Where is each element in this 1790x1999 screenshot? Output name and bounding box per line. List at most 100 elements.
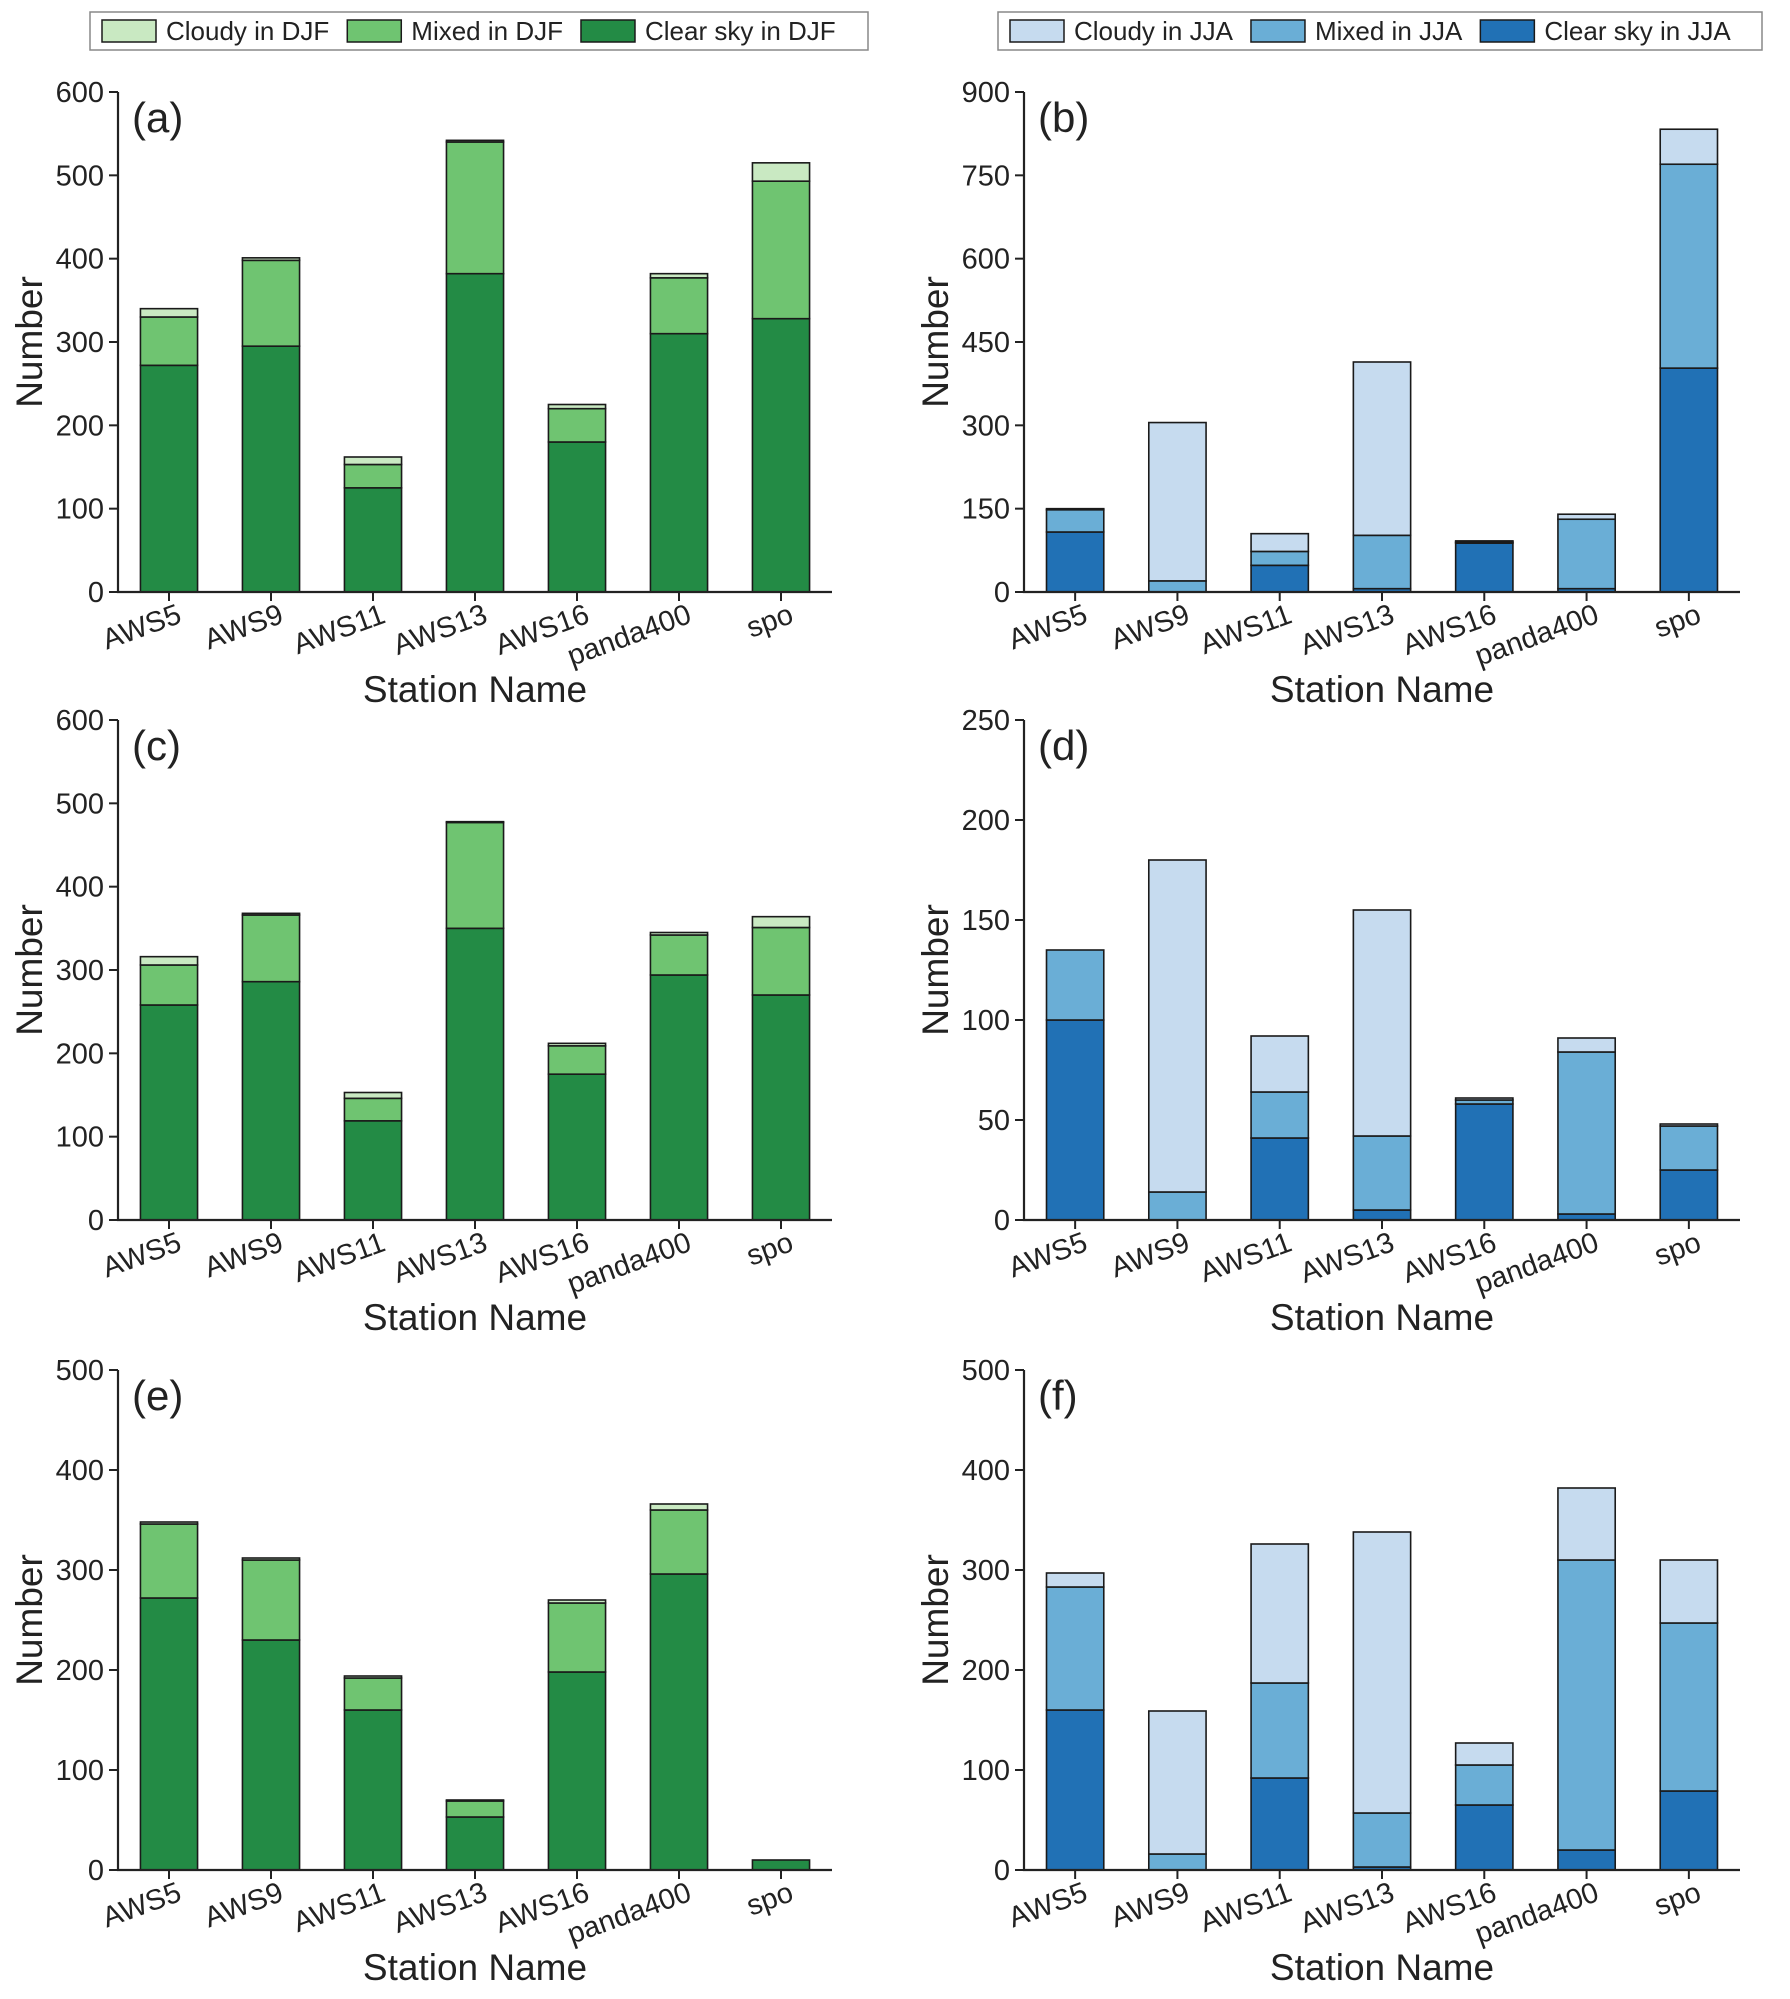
- x-tick-label: AWS5: [1004, 1877, 1091, 1935]
- y-tick-label: 0: [994, 1205, 1010, 1237]
- bar-segment: [1557, 513, 1617, 521]
- y-tick-label: 300: [56, 327, 104, 359]
- bar-segment: [139, 955, 199, 966]
- y-tick-label: 0: [994, 577, 1010, 609]
- bar-segment: [1147, 1191, 1207, 1221]
- bar-segment: [1352, 534, 1412, 590]
- y-tick-label: 500: [56, 788, 104, 820]
- bar-segment: [1352, 361, 1412, 537]
- bar-segment: [649, 974, 709, 1221]
- y-axis-title: Number: [915, 1554, 956, 1686]
- bar-segment: [241, 914, 301, 983]
- y-tick-label: 750: [962, 160, 1010, 192]
- bar-segment: [1659, 163, 1719, 369]
- bar-segment: [1659, 367, 1719, 593]
- bar-segment: [1147, 421, 1207, 582]
- bar-segment: [1352, 1209, 1412, 1221]
- x-axis-title: Station Name: [363, 1947, 587, 1988]
- y-axis-title: Number: [915, 904, 956, 1036]
- y-tick-label: 200: [962, 805, 1010, 837]
- bar-segment: [343, 1677, 403, 1711]
- x-tick-label: AWS9: [1107, 1877, 1194, 1935]
- bar-segment: [1557, 1037, 1617, 1053]
- legend-label: Mixed in JJA: [1315, 16, 1463, 46]
- bar-segment: [649, 332, 709, 593]
- bar-segment: [1250, 550, 1310, 567]
- bar-segment: [1250, 532, 1310, 553]
- bar-segment: [1352, 1531, 1412, 1814]
- bar-segment: [547, 441, 607, 593]
- x-tick-label: spo: [743, 1877, 798, 1923]
- bar-segment: [1557, 1487, 1617, 1561]
- y-tick-label: 200: [56, 410, 104, 442]
- bar-segment: [343, 487, 403, 593]
- bar-segment: [241, 345, 301, 593]
- y-tick-label: 200: [56, 1038, 104, 1070]
- bar-segment: [1250, 1035, 1310, 1093]
- bar-segment: [1454, 1764, 1514, 1806]
- y-tick-label: 600: [962, 244, 1010, 276]
- bar-segment: [1454, 1103, 1514, 1221]
- y-tick-label: 900: [962, 77, 1010, 109]
- bar-segment: [445, 272, 505, 593]
- bar-segment: [139, 316, 199, 367]
- panel-label: (e): [132, 1372, 183, 1419]
- y-tick-label: 0: [88, 577, 104, 609]
- panel-label: (c): [132, 722, 181, 769]
- bar-segment: [649, 272, 709, 279]
- x-tick-label: AWS13: [389, 599, 491, 662]
- x-tick-label: AWS13: [1296, 1877, 1398, 1940]
- bar-segment: [1045, 507, 1105, 511]
- bar-segment: [649, 277, 709, 335]
- bar-segment: [445, 820, 505, 824]
- bar-segment: [751, 162, 811, 182]
- bar-segment: [547, 1602, 607, 1673]
- y-tick-label: 300: [962, 410, 1010, 442]
- bar-segment: [1659, 1622, 1719, 1792]
- y-tick-label: 50: [978, 1105, 1010, 1137]
- bar-segment: [751, 180, 811, 320]
- y-axis-title: Number: [915, 276, 956, 408]
- bar-segment: [1659, 1123, 1719, 1127]
- y-tick-label: 100: [56, 494, 104, 526]
- x-tick-label: AWS13: [389, 1877, 491, 1940]
- bar-segment: [1659, 1169, 1719, 1221]
- bar-segment: [1045, 949, 1105, 1021]
- bar-segment: [1659, 1790, 1719, 1871]
- legend-djf: Cloudy in DJF Mixed in DJF Clear sky in DJ…: [89, 11, 869, 51]
- x-tick-label: AWS9: [200, 1877, 287, 1935]
- y-axis-title: Number: [9, 1554, 50, 1686]
- x-tick-label: spo: [1650, 1877, 1705, 1923]
- bar-segment: [649, 1573, 709, 1871]
- y-tick-label: 200: [962, 1655, 1010, 1687]
- bar-segment: [241, 1639, 301, 1871]
- bar-segment: [343, 463, 403, 489]
- bar-segment: [1250, 1091, 1310, 1139]
- legend-jja: Cloudy in JJA Mixed in JJA Clear sky in JJ…: [997, 11, 1763, 51]
- x-tick-label: spo: [743, 599, 798, 645]
- y-tick-label: 600: [56, 705, 104, 737]
- x-tick-label: AWS9: [1107, 599, 1194, 657]
- y-tick-label: 0: [994, 1855, 1010, 1887]
- y-tick-label: 400: [56, 1455, 104, 1487]
- legend-swatch: [1479, 19, 1536, 43]
- x-tick-label: AWS5: [1004, 599, 1091, 657]
- legend-label: Clear sky in JJA: [1544, 16, 1731, 46]
- bar-segment: [751, 915, 811, 929]
- bar-segment: [547, 1045, 607, 1075]
- x-tick-label: AWS11: [289, 599, 389, 662]
- x-tick-label: AWS9: [1107, 1227, 1194, 1285]
- x-axis-title: Station Name: [363, 1297, 587, 1338]
- legend-label: Clear sky in DJF: [645, 16, 836, 46]
- y-tick-label: 250: [962, 705, 1010, 737]
- y-tick-label: 450: [962, 327, 1010, 359]
- bar-segment: [1454, 540, 1514, 543]
- y-tick-label: 100: [56, 1122, 104, 1154]
- bar-segment: [343, 1091, 403, 1100]
- x-tick-label: AWS9: [200, 1227, 287, 1285]
